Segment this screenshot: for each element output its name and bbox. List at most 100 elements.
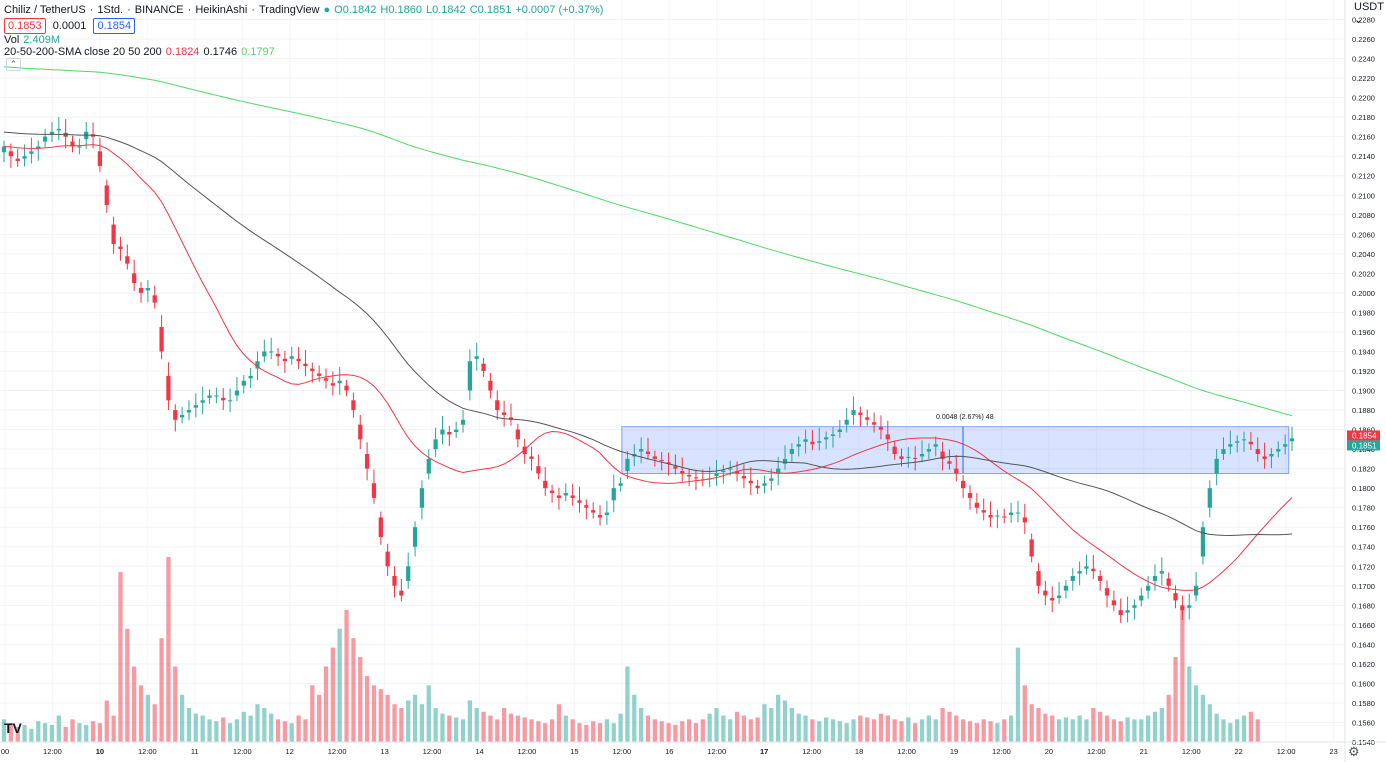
interval[interactable]: 1Std.	[97, 4, 124, 16]
volume-bar	[152, 704, 157, 742]
collapse-legend-button[interactable]: ⌃	[6, 58, 21, 71]
volume-bar	[803, 715, 808, 742]
volume-bar	[481, 711, 486, 742]
chevron-down-icon: ⌄	[1354, 14, 1364, 26]
volume-bar	[447, 715, 452, 742]
price-tick-label: 0.1740	[1352, 543, 1375, 552]
time-tick-label: 12:00	[138, 747, 157, 756]
ask-price-button[interactable]: 0.1854	[93, 18, 136, 34]
volume-bar	[49, 725, 55, 742]
candle-body	[748, 480, 753, 484]
candle-body	[221, 397, 226, 401]
candle-body	[214, 395, 219, 397]
candle-body	[1235, 441, 1240, 443]
price-range-box[interactable]	[621, 426, 1290, 475]
volume-bar	[111, 715, 116, 742]
volume-bar	[1036, 708, 1041, 742]
volume-bar	[810, 719, 815, 742]
candle-body	[1193, 585, 1199, 596]
volume-bar	[1084, 719, 1089, 742]
volume-bar	[577, 723, 582, 742]
candle-body	[111, 224, 116, 245]
candle-body	[371, 483, 377, 498]
volume-bar	[200, 715, 205, 742]
time-tick-label: 18	[855, 747, 863, 756]
price-tick-label: 0.1880	[1352, 406, 1375, 415]
volume-bar	[782, 700, 788, 742]
volume-bar	[824, 717, 829, 742]
sma200-value: 0.1797	[241, 46, 275, 58]
volume-bar	[851, 719, 856, 742]
volume-bar	[269, 713, 274, 742]
candle-body	[15, 158, 20, 162]
volume-bar	[84, 725, 89, 742]
volume-label[interactable]: Vol	[4, 34, 20, 46]
volume-bar	[604, 719, 610, 742]
sma50-value: 0.1746	[203, 46, 238, 58]
candle-body	[721, 470, 726, 473]
candles	[1, 117, 1295, 623]
volume-bar	[830, 719, 836, 742]
volume-bar	[90, 721, 96, 742]
candle-body	[1070, 576, 1075, 581]
symbol-name[interactable]: Chiliz / TetherUS	[4, 4, 86, 16]
time-tick-label: 11	[191, 747, 199, 756]
candle-body	[42, 136, 48, 142]
time-tick-label: 22	[1235, 747, 1243, 756]
volume-bar	[132, 666, 137, 742]
candle-body	[481, 363, 486, 371]
candle-body	[1173, 593, 1178, 601]
volume-bar	[186, 708, 192, 742]
time-tick-label: 12:00	[897, 747, 916, 756]
candle-body	[145, 288, 150, 291]
bid-price-button[interactable]: 0.1853	[4, 18, 46, 34]
volume-bar	[1221, 719, 1226, 742]
gear-icon[interactable]: ⚙	[1348, 744, 1360, 759]
volume-bar	[1228, 723, 1233, 742]
candle-body	[1241, 439, 1247, 441]
time-tick-label: 17	[760, 747, 768, 756]
candle-body	[728, 468, 733, 470]
candle-body	[796, 444, 801, 447]
candle-body	[440, 429, 445, 435]
candle-body	[1084, 566, 1089, 569]
candle-body	[1180, 605, 1185, 611]
time-tick-label: 12:00	[992, 747, 1011, 756]
time-tick-label: 12	[286, 747, 294, 756]
candle-body	[193, 405, 198, 408]
volume-bar	[42, 723, 48, 742]
symbol-legend: Chiliz / TetherUS · 1Std. · BINANCE · HeikinAs…	[4, 4, 604, 16]
volume-bar	[1070, 719, 1075, 742]
price-tick-label: 0.2140	[1352, 152, 1375, 161]
volume-bar	[1077, 715, 1082, 742]
ohlc-change: +0.0007 (+0.37%)	[515, 4, 604, 16]
volume-bar	[919, 719, 925, 742]
candle-body	[865, 417, 870, 420]
time-tick-label: 21	[1140, 747, 1148, 756]
price-tick-label: 0.1940	[1352, 347, 1375, 356]
candle-body	[926, 449, 932, 452]
volume-bar	[104, 700, 109, 742]
time-axis[interactable]: 00 12:00 10 12:00 11 12:00 12 12:00 13 12:00 14 12:…	[0, 741, 1386, 756]
volume-bar	[632, 694, 637, 742]
candle-body	[1043, 590, 1048, 596]
volume-bar	[666, 723, 671, 742]
sma-label[interactable]: 20-50-200-SMA close 20 50 200	[4, 46, 162, 58]
candle-body	[659, 459, 664, 461]
time-tick-label: 12:00	[707, 747, 726, 756]
candle-body	[871, 422, 877, 425]
candle-body	[1, 146, 7, 153]
price-axis[interactable]: 0.2280 0.2260 0.2240 0.2220 0.2200 0.2180 0.21…	[1352, 16, 1375, 747]
candle-body	[933, 444, 938, 447]
candle-body	[543, 480, 548, 489]
volume-bar	[981, 719, 986, 742]
currency-selector[interactable]: USDT ⌄	[1354, 1, 1386, 26]
candle-body	[1063, 585, 1069, 591]
candle-body	[1269, 453, 1274, 457]
price-tick-label: 0.2120	[1352, 172, 1375, 181]
price-tick-label: 0.1700	[1352, 582, 1375, 591]
volume-bar	[303, 719, 308, 742]
candle-body	[255, 361, 260, 369]
measure-label: 0.0048 (2.67%) 48	[936, 414, 994, 421]
